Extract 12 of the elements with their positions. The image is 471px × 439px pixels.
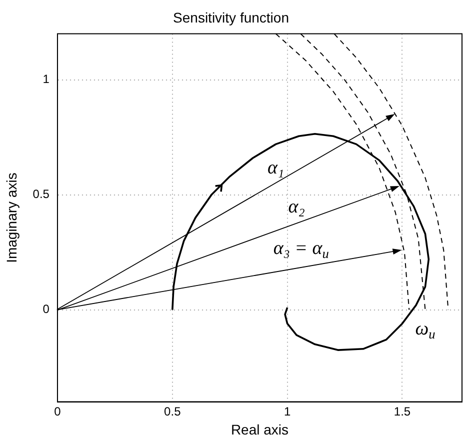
x-tick-label: 1.5 (394, 404, 411, 418)
x-axis-title: Real axis (230, 421, 289, 438)
chart-title: Sensitivity function (173, 9, 289, 26)
y-tick-label: 0 (42, 302, 50, 316)
y-tick-label: 0.5 (32, 187, 50, 202)
x-tick-label: 1 (284, 404, 291, 418)
y-tick-label: 1 (42, 72, 50, 86)
annotation: α₂ (288, 196, 306, 218)
y-axis-title: Imaginary axis (3, 172, 20, 263)
annotation: α₁ (268, 157, 284, 178)
x-tick-label: 0 (54, 404, 62, 418)
x-tick-label: 0.5 (164, 404, 182, 418)
